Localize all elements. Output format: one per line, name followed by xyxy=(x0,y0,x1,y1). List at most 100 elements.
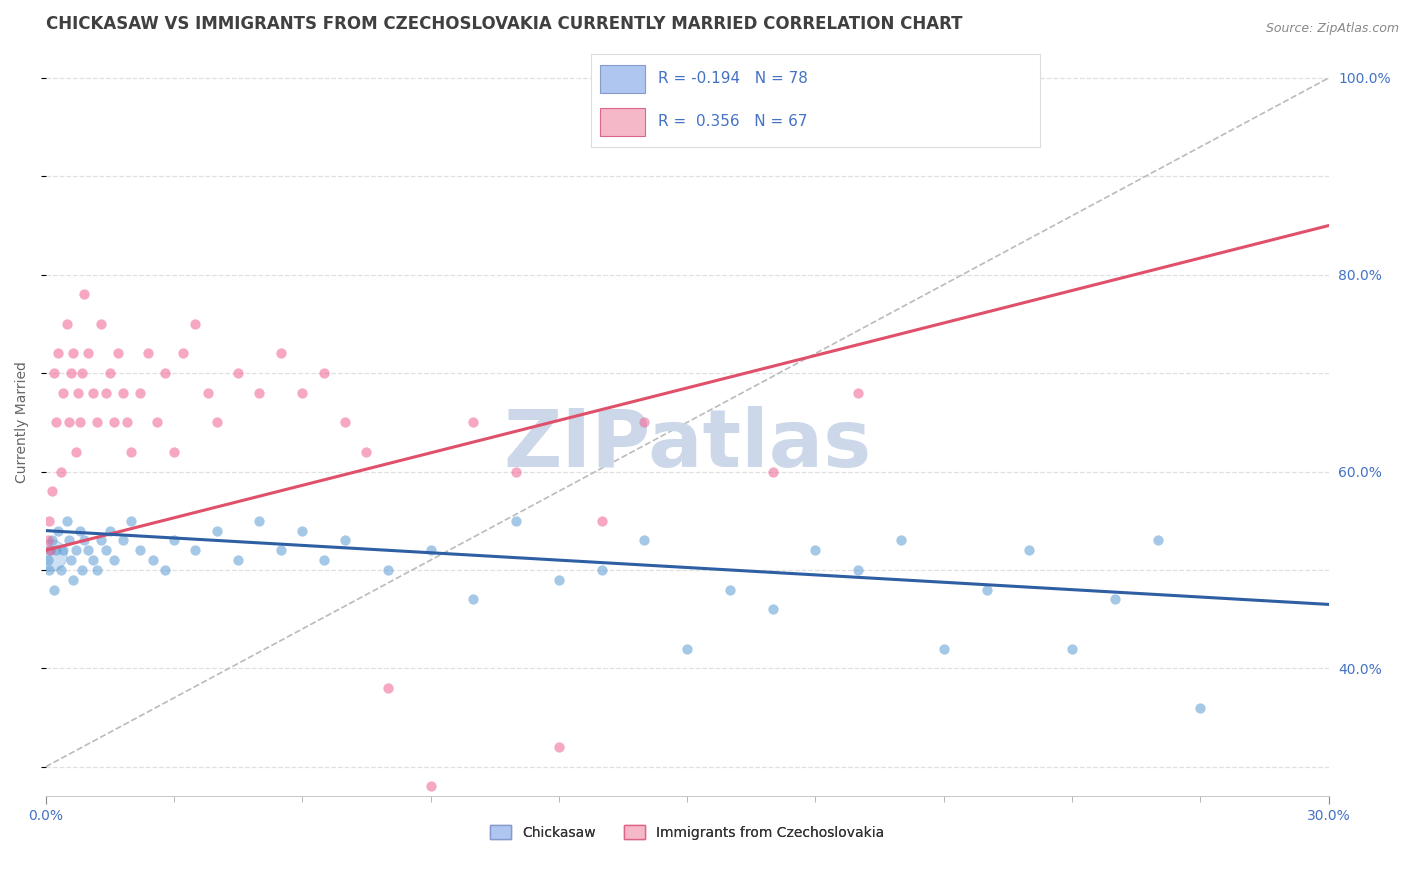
Point xyxy=(128,385,150,400)
Point xyxy=(44,582,66,597)
Point xyxy=(82,385,104,400)
Point xyxy=(62,346,84,360)
Point xyxy=(82,553,104,567)
Point xyxy=(90,533,112,548)
FancyBboxPatch shape xyxy=(599,108,644,136)
Point xyxy=(49,465,72,479)
Point xyxy=(163,533,186,548)
Point xyxy=(39,543,62,558)
Point xyxy=(205,416,228,430)
Point xyxy=(65,445,87,459)
Point xyxy=(1018,543,1040,558)
Point xyxy=(505,514,527,528)
Point xyxy=(155,366,177,380)
Point xyxy=(356,445,378,459)
Point xyxy=(90,317,112,331)
Point xyxy=(976,582,998,597)
Point xyxy=(155,563,177,577)
Point xyxy=(107,346,129,360)
Point xyxy=(547,573,569,587)
Point xyxy=(45,543,67,558)
Point xyxy=(111,533,134,548)
Point xyxy=(49,563,72,577)
Point xyxy=(128,543,150,558)
Point xyxy=(932,641,955,656)
Point xyxy=(41,484,63,499)
Point xyxy=(312,553,335,567)
Point xyxy=(333,533,356,548)
Point xyxy=(65,543,87,558)
Point xyxy=(58,533,80,548)
Point xyxy=(94,385,117,400)
Point xyxy=(94,543,117,558)
Point xyxy=(70,366,93,380)
Point xyxy=(73,287,96,301)
FancyBboxPatch shape xyxy=(599,65,644,93)
Point xyxy=(70,563,93,577)
Point xyxy=(86,563,108,577)
Point xyxy=(463,592,485,607)
Point xyxy=(73,533,96,548)
Point xyxy=(60,366,83,380)
Point xyxy=(1189,700,1212,714)
Point xyxy=(633,533,655,548)
Point xyxy=(136,346,159,360)
Point xyxy=(163,445,186,459)
Point xyxy=(142,553,165,567)
Point xyxy=(197,385,219,400)
Point xyxy=(98,524,121,538)
Y-axis label: Currently Married: Currently Married xyxy=(15,361,30,483)
Point xyxy=(38,514,60,528)
Point xyxy=(45,416,67,430)
Point xyxy=(547,740,569,755)
Point xyxy=(77,543,100,558)
Text: R =  0.356   N = 67: R = 0.356 N = 67 xyxy=(658,114,807,129)
Point xyxy=(1060,641,1083,656)
Point xyxy=(98,366,121,380)
Point xyxy=(1146,533,1168,548)
Point xyxy=(146,416,169,430)
Point xyxy=(205,524,228,538)
Point xyxy=(41,533,63,548)
Point xyxy=(377,563,399,577)
Point xyxy=(103,553,125,567)
Point xyxy=(48,346,70,360)
Point xyxy=(39,548,62,562)
Point xyxy=(1104,592,1126,607)
Point xyxy=(69,416,91,430)
Point xyxy=(226,553,249,567)
Point xyxy=(69,524,91,538)
Point xyxy=(270,346,292,360)
Point xyxy=(58,416,80,430)
Point xyxy=(419,780,441,794)
Point xyxy=(77,346,100,360)
Point xyxy=(111,385,134,400)
Point xyxy=(270,543,292,558)
Point xyxy=(226,366,249,380)
Point xyxy=(172,346,194,360)
Point xyxy=(115,416,138,430)
Point xyxy=(52,385,75,400)
Point xyxy=(60,553,83,567)
Text: Source: ZipAtlas.com: Source: ZipAtlas.com xyxy=(1265,22,1399,36)
Point xyxy=(38,563,60,577)
Point xyxy=(291,385,314,400)
Point xyxy=(463,416,485,430)
Point xyxy=(249,385,271,400)
Point xyxy=(103,416,125,430)
Point xyxy=(846,563,869,577)
Point xyxy=(505,465,527,479)
Point xyxy=(890,533,912,548)
Point xyxy=(419,543,441,558)
Point xyxy=(676,641,699,656)
Point xyxy=(39,543,62,558)
Point xyxy=(762,465,785,479)
Point xyxy=(52,543,75,558)
Point xyxy=(591,563,613,577)
Legend: Chickasaw, Immigrants from Czechoslovakia: Chickasaw, Immigrants from Czechoslovaki… xyxy=(485,820,890,846)
Point xyxy=(333,416,356,430)
Point xyxy=(56,317,79,331)
Text: R = -0.194   N = 78: R = -0.194 N = 78 xyxy=(658,71,808,87)
Point xyxy=(377,681,399,695)
Point xyxy=(718,582,741,597)
